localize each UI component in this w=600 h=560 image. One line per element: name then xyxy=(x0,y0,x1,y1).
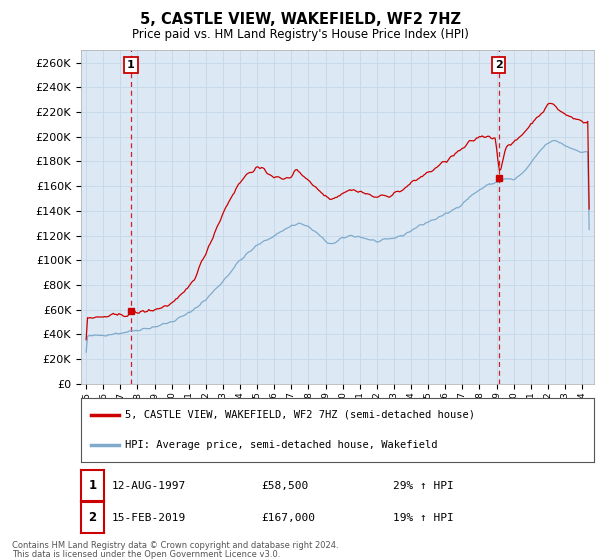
Text: 5, CASTLE VIEW, WAKEFIELD, WF2 7HZ (semi-detached house): 5, CASTLE VIEW, WAKEFIELD, WF2 7HZ (semi… xyxy=(125,410,475,420)
Text: Price paid vs. HM Land Registry's House Price Index (HPI): Price paid vs. HM Land Registry's House … xyxy=(131,28,469,41)
Text: 19% ↑ HPI: 19% ↑ HPI xyxy=(393,513,454,522)
Text: 1: 1 xyxy=(88,479,97,492)
Text: 15-FEB-2019: 15-FEB-2019 xyxy=(112,513,187,522)
Text: 2: 2 xyxy=(88,511,97,524)
Text: 5, CASTLE VIEW, WAKEFIELD, WF2 7HZ: 5, CASTLE VIEW, WAKEFIELD, WF2 7HZ xyxy=(139,12,461,27)
Text: £58,500: £58,500 xyxy=(261,481,308,491)
Text: This data is licensed under the Open Government Licence v3.0.: This data is licensed under the Open Gov… xyxy=(12,550,280,559)
Text: 12-AUG-1997: 12-AUG-1997 xyxy=(112,481,187,491)
Text: 1: 1 xyxy=(127,60,135,70)
Text: £167,000: £167,000 xyxy=(261,513,315,522)
Text: 29% ↑ HPI: 29% ↑ HPI xyxy=(393,481,454,491)
Text: 2: 2 xyxy=(495,60,502,70)
Text: HPI: Average price, semi-detached house, Wakefield: HPI: Average price, semi-detached house,… xyxy=(125,440,437,450)
Text: Contains HM Land Registry data © Crown copyright and database right 2024.: Contains HM Land Registry data © Crown c… xyxy=(12,542,338,550)
